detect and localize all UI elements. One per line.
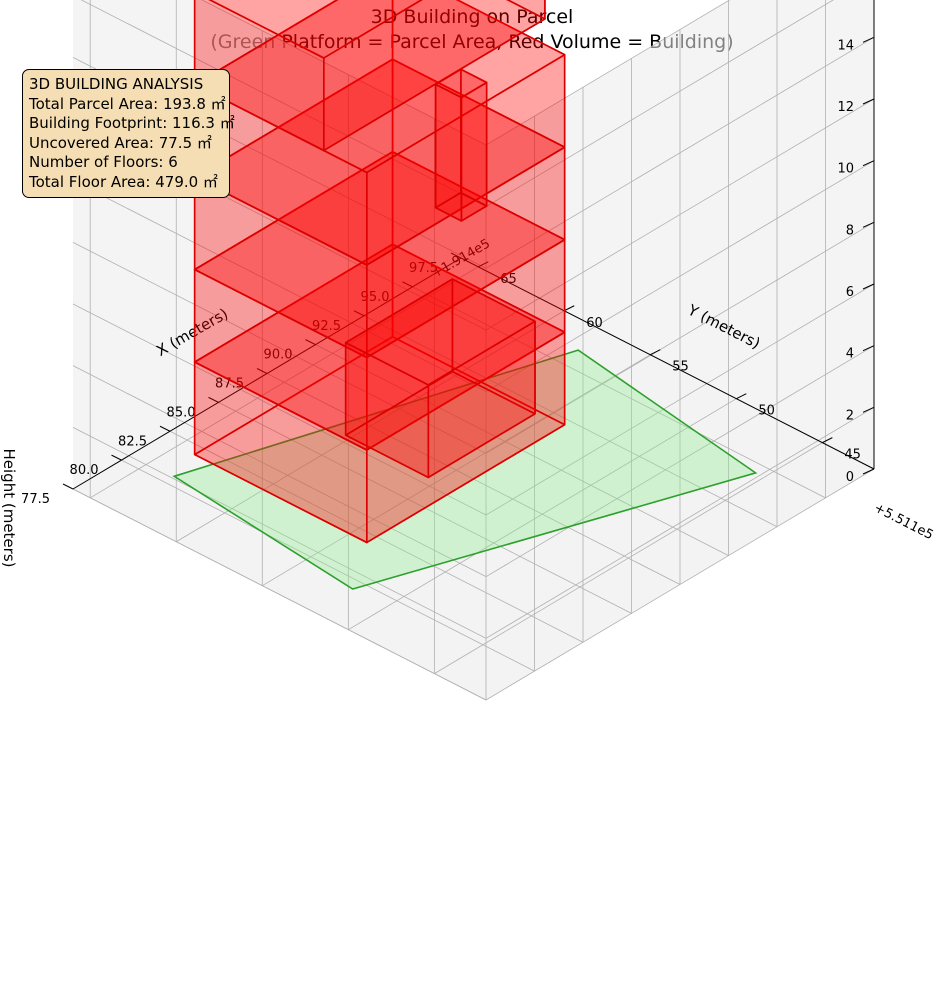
y-tick — [736, 393, 747, 400]
grid-line-z — [72, 365, 487, 578]
grid-line-z — [485, 345, 875, 578]
building-block-2-floor-0-side — [193, 0, 339, 86]
grid-line-y — [262, 354, 651, 587]
z-axis-label: Height (meters) — [0, 449, 18, 568]
building-block-0-floor-3-side — [391, 0, 566, 148]
z-tick — [862, 283, 875, 290]
x-tick-label: 92.5 — [312, 319, 341, 334]
y-tick-label: 60 — [586, 316, 603, 331]
x-tick-label: 97.5 — [409, 261, 438, 276]
grid-line-y — [90, 266, 479, 499]
x-tick-label: 90.0 — [264, 348, 293, 363]
x-tick — [111, 454, 122, 461]
grid-line-z — [80, 0, 487, 208]
z-tick-label: 12 — [837, 100, 854, 115]
z-tick — [862, 98, 875, 105]
info-uncovered-area: Uncovered Area: 77.5 ㎡ — [29, 133, 212, 152]
grid-line-y — [176, 310, 565, 543]
info-number-of-floors: Number of Floors: 6 — [29, 153, 178, 171]
y-tick — [650, 349, 661, 356]
grid-line-z — [485, 283, 875, 516]
info-total-parcel-area: Total Parcel Area: 193.8 ㎡ — [29, 94, 226, 113]
x-tick — [450, 252, 462, 259]
x-tick — [208, 396, 219, 403]
y-axis-line — [460, 257, 875, 470]
z-tick — [862, 36, 875, 43]
z-tick — [862, 468, 875, 475]
y-tick — [564, 305, 575, 312]
z-tick — [862, 160, 875, 167]
z-tick-label: 14 — [837, 38, 854, 53]
y-offset-text: +5.511e5 — [871, 501, 935, 544]
grid-line-z — [72, 426, 487, 639]
info-building-footprint: Building Footprint: 116.3 ㎡ — [29, 114, 235, 132]
x-tick — [305, 339, 316, 346]
grid-line-x — [363, 315, 778, 528]
z-tick — [862, 406, 875, 413]
y-tick — [477, 261, 489, 268]
grid-line-z — [485, 221, 875, 454]
grid-line-z — [485, 0, 731, 146]
y-tick-label: 45 — [844, 448, 861, 463]
z-tick-label: 10 — [837, 162, 854, 177]
grid-line-z — [485, 98, 875, 331]
grid-line-z — [72, 488, 487, 701]
x-tick-label: 95.0 — [361, 290, 390, 305]
x-tick — [402, 281, 413, 288]
building-block-2-floor-0-side — [193, 0, 325, 152]
grid-line-x — [412, 286, 826, 499]
building-block-2-floor-0-top — [208, 0, 423, 59]
building-block-3-floor-0-top — [434, 68, 488, 99]
building-block-2-floor-0-side — [506, 0, 546, 20]
x-tick — [353, 310, 365, 317]
y-tick-label: 55 — [672, 360, 689, 375]
grid-line-y — [348, 398, 737, 631]
x-tick-label: 80.0 — [70, 463, 99, 478]
chart-title: 3D Building on Parcel — [370, 6, 574, 28]
grid-line-x — [121, 459, 535, 672]
z-tick-label: 0 — [846, 470, 854, 485]
x-tick — [62, 483, 74, 490]
z-tick — [862, 345, 875, 352]
x-tick-label: 82.5 — [118, 434, 147, 449]
grid-line-z — [485, 160, 875, 393]
grid-line-z — [72, 241, 487, 454]
x-tick-label: 85.0 — [167, 405, 196, 420]
info-total-floor-area: Total Floor Area: 479.0 ㎡ — [29, 172, 218, 191]
analysis-info-box: 3D BUILDING ANALYSIS Total Parcel Area: … — [22, 69, 235, 198]
z-tick-label: 4 — [846, 347, 854, 362]
grid-line-y — [434, 442, 823, 674]
z-tick-label: 6 — [846, 285, 854, 300]
z-tick-label: 2 — [846, 408, 854, 423]
x-tick — [256, 368, 268, 374]
x-tick-label: 87.5 — [215, 377, 244, 392]
info-box-header: 3D BUILDING ANALYSIS — [29, 75, 204, 93]
grid-line-z — [201, 0, 487, 146]
y-tick-label: 50 — [758, 404, 775, 419]
parcel-platform — [172, 349, 758, 590]
grid-line-z — [485, 0, 834, 208]
grid-line-z — [72, 180, 487, 393]
x-tick-label: 77.5 — [21, 492, 50, 507]
grid-line-z — [485, 36, 875, 269]
grid-line-z — [72, 303, 487, 516]
z-tick-label: 8 — [846, 223, 854, 238]
y-tick — [822, 437, 833, 444]
grid-line-z — [485, 468, 875, 701]
z-tick — [862, 221, 875, 228]
building-block-1-floor-0-top — [344, 278, 536, 386]
x-tick — [159, 425, 171, 432]
grid-line-z — [485, 406, 875, 639]
